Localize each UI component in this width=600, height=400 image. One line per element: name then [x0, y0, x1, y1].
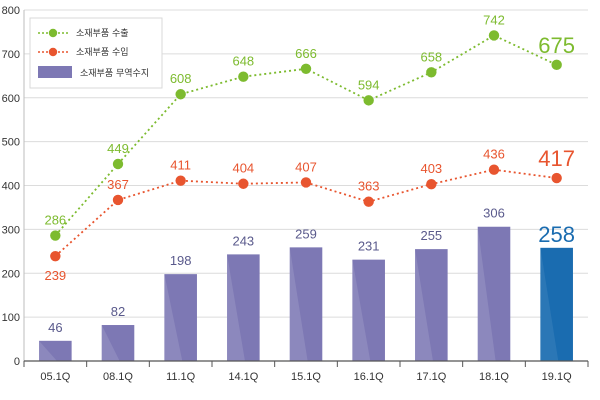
series-point	[300, 63, 312, 74]
data-label: 258	[538, 222, 575, 247]
series-point	[426, 67, 437, 78]
series-point	[112, 158, 124, 170]
data-label: 436	[483, 147, 505, 162]
data-label: 666	[295, 46, 317, 61]
y-tick-label: 300	[2, 224, 20, 236]
series-point	[426, 178, 437, 190]
data-label: 255	[420, 228, 442, 243]
data-label: 403	[420, 161, 442, 176]
y-tick-label: 500	[2, 137, 20, 149]
series-point	[175, 175, 186, 186]
y-axis: 0 100 200 300 400 500 600 700 800	[2, 5, 25, 368]
x-tick-label: 08.1Q	[103, 371, 133, 383]
bar	[164, 274, 197, 361]
x-tick-label: 15.1Q	[291, 371, 321, 383]
legend-import-marker-icon	[48, 47, 58, 57]
bar	[101, 325, 135, 361]
x-tick-label: 19.1Q	[542, 371, 572, 383]
bar	[289, 247, 323, 361]
bar	[415, 249, 448, 361]
x-tick-label: 05.1Q	[40, 371, 70, 383]
bar-shade	[352, 259, 371, 361]
bar-shade	[415, 249, 433, 361]
x-axis: 05.1Q 08.1Q 11.1Q 14.1Q 15.1Q 16.1Q 17.1Q 18.1Q…	[23, 360, 589, 383]
data-label: 407	[295, 159, 317, 174]
legend-balance-label: 소재부품 무역수지	[80, 68, 149, 79]
bar-shade	[540, 247, 559, 361]
series-point	[238, 178, 249, 189]
data-label: 367	[107, 177, 129, 192]
data-label: 742	[483, 12, 505, 27]
series-point	[50, 230, 61, 241]
series-point	[488, 164, 500, 175]
data-label: 417	[538, 146, 575, 171]
y-tick-label: 600	[2, 93, 20, 105]
data-label: 449	[107, 141, 129, 156]
y-tick-label: 200	[2, 268, 20, 280]
bar	[540, 247, 573, 361]
data-label: 259	[295, 226, 317, 241]
data-label: 648	[232, 54, 254, 69]
bar	[477, 226, 511, 361]
bar-series	[39, 226, 573, 361]
data-label: 231	[358, 239, 380, 254]
data-label: 286	[44, 213, 66, 228]
bar-shade	[164, 274, 183, 361]
series-point	[551, 172, 562, 184]
bar	[227, 254, 260, 361]
line-series	[50, 30, 562, 262]
data-label: 608	[170, 71, 192, 86]
data-label: 82	[111, 304, 125, 319]
series-point	[50, 250, 61, 262]
y-tick-label: 400	[2, 181, 20, 193]
bar-shade	[39, 340, 57, 361]
series-point	[551, 59, 562, 71]
data-label: 306	[483, 206, 505, 221]
series-point	[112, 194, 124, 206]
legend-export-marker-icon	[48, 28, 58, 38]
legend: 소재부품 수출 소재부품 수입 소재부품 무역수지	[29, 17, 163, 89]
series-line	[54, 34, 558, 237]
data-label: 675	[538, 33, 575, 58]
series-point	[488, 30, 500, 41]
data-label: 243	[232, 233, 254, 248]
bar	[352, 259, 385, 361]
legend-balance-swatch-icon	[38, 66, 72, 78]
data-label: 363	[358, 179, 380, 194]
data-label: 404	[232, 161, 254, 176]
x-tick-label: 11.1Q	[166, 371, 196, 383]
bar	[39, 340, 72, 361]
series-point	[175, 89, 186, 100]
y-tick-label: 100	[2, 312, 20, 324]
x-tick-label: 16.1Q	[354, 371, 384, 383]
series-point	[363, 196, 374, 207]
data-label: 46	[48, 320, 62, 335]
data-label: 658	[420, 49, 442, 64]
data-label: 239	[44, 268, 66, 283]
data-label: 411	[170, 158, 191, 173]
bar-shade	[477, 226, 496, 361]
legend-export-label: 소재부품 수출	[76, 28, 129, 39]
series-point	[363, 95, 374, 106]
bar-shade	[227, 254, 245, 361]
y-tick-label: 700	[2, 49, 20, 61]
y-tick-label: 800	[2, 5, 20, 17]
legend-import-label: 소재부품 수입	[76, 46, 129, 58]
x-tick-label: 14.1Q	[228, 371, 258, 383]
data-labels: 286 449 608 648 666 594 658 742 675 239 367 411 404 4…	[44, 12, 575, 334]
bar-shade	[101, 325, 120, 361]
data-label: 594	[358, 77, 380, 92]
series-point	[238, 71, 249, 82]
bar-shade	[289, 247, 308, 361]
x-tick-label: 18.1Q	[479, 371, 509, 383]
series-point	[300, 177, 312, 188]
data-label: 198	[170, 253, 192, 268]
y-tick-label: 0	[14, 356, 20, 368]
x-tick-label: 17.1Q	[416, 371, 446, 383]
